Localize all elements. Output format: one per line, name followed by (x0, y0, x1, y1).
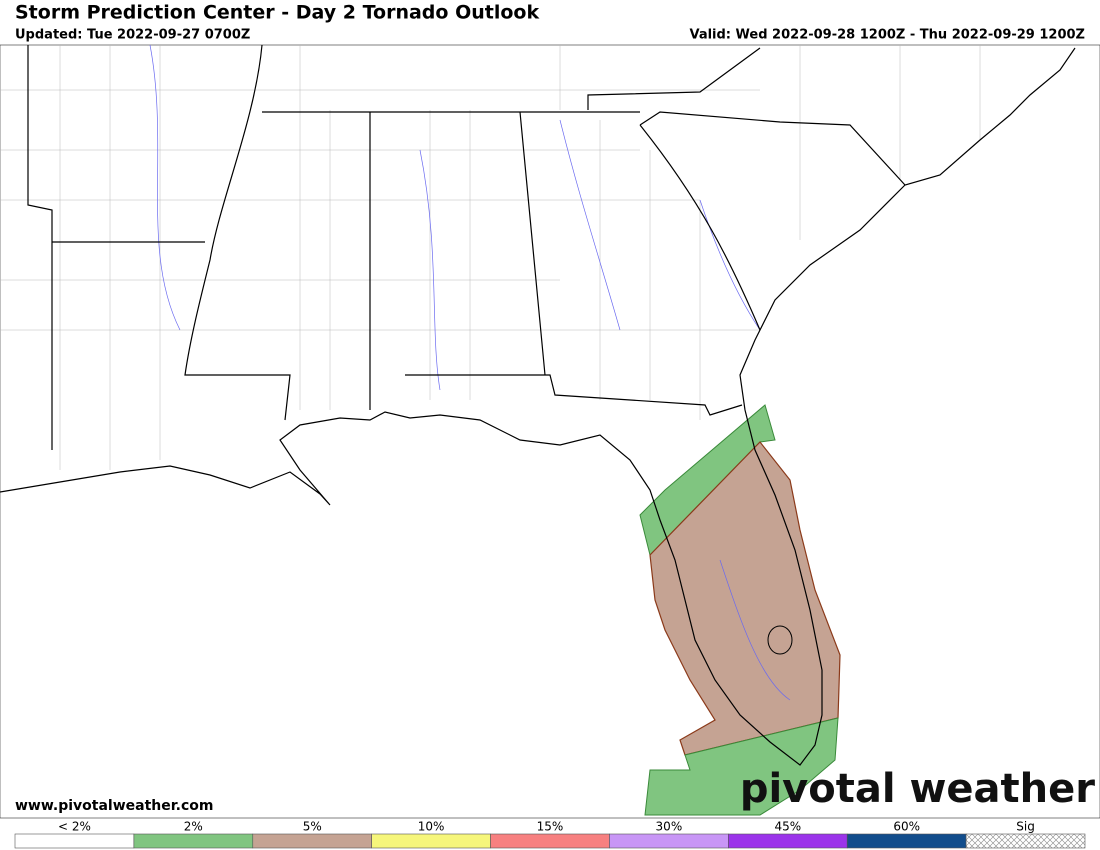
legend-swatch (965, 833, 1086, 849)
logo: pivotal weather (740, 766, 1095, 812)
legend-swatch (846, 833, 967, 849)
legend-label: 10% (418, 820, 445, 834)
legend-label: Sig (1016, 820, 1035, 834)
legend-label: 30% (656, 820, 683, 834)
legend-label: 15% (537, 820, 564, 834)
legend-swatch (490, 833, 610, 849)
legend-swatch (14, 833, 135, 849)
legend-label: 60% (893, 820, 920, 834)
legend-label: 5% (303, 820, 322, 834)
legend-label: 45% (774, 820, 801, 834)
map (0, 44, 1100, 819)
website: www.pivotalweather.com (15, 798, 214, 814)
legend-label: 2% (184, 820, 203, 834)
legend-swatch (133, 833, 254, 849)
legend-swatch (609, 833, 729, 849)
title: Storm Prediction Center - Day 2 Tornado … (15, 2, 539, 24)
legend-label: < 2% (58, 820, 91, 834)
legend-swatch (371, 833, 491, 849)
legend: < 2% 2% 5% 10% 15% 30% 45% 60% Sig (14, 820, 1086, 849)
legend-swatch (252, 833, 372, 849)
legend-swatch (728, 833, 848, 849)
valid: Valid: Wed 2022-09-28 1200Z - Thu 2022-0… (689, 28, 1085, 43)
updated: Updated: Tue 2022-09-27 0700Z (15, 28, 250, 43)
